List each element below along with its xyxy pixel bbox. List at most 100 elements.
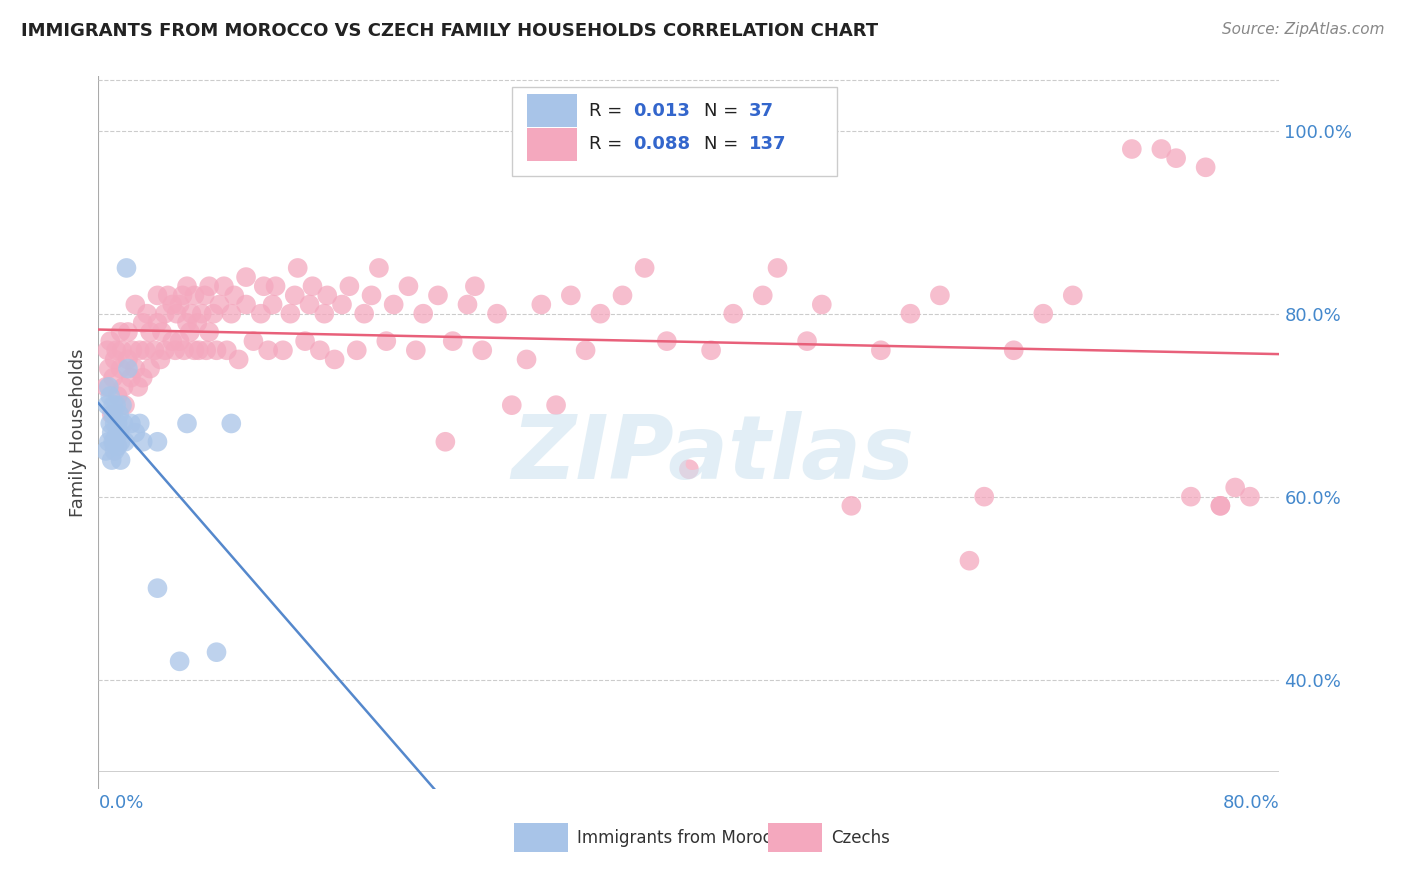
Point [314, 307, 336, 321]
Point [135, 343, 157, 358]
Point [441, 334, 464, 348]
Point [841, 499, 863, 513]
Point [212, 279, 235, 293]
Point [146, 434, 169, 449]
Point [316, 288, 339, 302]
Point [678, 462, 700, 476]
Point [136, 307, 159, 321]
Point [111, 398, 134, 412]
Point [96, 398, 118, 412]
Point [546, 398, 568, 412]
Point [98, 389, 121, 403]
Text: N =: N = [704, 136, 744, 153]
Point [132, 434, 155, 449]
Point [124, 297, 146, 311]
Point [108, 425, 131, 440]
Point [339, 279, 361, 293]
Point [169, 334, 191, 348]
Point [235, 297, 257, 311]
Point [114, 398, 136, 412]
Point [224, 288, 246, 302]
Point [117, 325, 139, 339]
FancyBboxPatch shape [512, 87, 837, 176]
Point [176, 417, 198, 431]
Text: Czechs: Czechs [831, 829, 890, 847]
Point [103, 370, 125, 384]
Point [368, 260, 391, 275]
Point [262, 297, 284, 311]
Point [117, 352, 139, 367]
Point [1225, 481, 1247, 495]
Point [221, 307, 243, 321]
Point [166, 307, 188, 321]
Point [111, 343, 134, 358]
Point [1032, 307, 1054, 321]
Point [105, 398, 128, 412]
Point [110, 361, 132, 376]
Point [172, 288, 194, 302]
Point [107, 439, 129, 453]
Point [464, 279, 486, 293]
Point [103, 434, 125, 449]
Text: 0.0%: 0.0% [98, 794, 143, 812]
Point [346, 343, 368, 358]
FancyBboxPatch shape [768, 823, 823, 852]
Point [516, 352, 538, 367]
Point [180, 307, 202, 321]
Point [187, 343, 209, 358]
Point [98, 334, 121, 348]
Point [97, 361, 120, 376]
Point [575, 343, 598, 358]
Point [301, 279, 323, 293]
Point [179, 325, 201, 339]
Text: R =: R = [589, 102, 627, 120]
Point [100, 453, 122, 467]
Point [139, 361, 162, 376]
FancyBboxPatch shape [527, 128, 576, 161]
Point [124, 361, 146, 376]
Point [195, 343, 218, 358]
Point [153, 343, 176, 358]
Point [294, 334, 316, 348]
Point [810, 297, 832, 311]
Point [900, 307, 922, 321]
Point [298, 297, 321, 311]
Point [194, 288, 217, 302]
Point [202, 307, 225, 321]
Point [723, 307, 745, 321]
Point [264, 279, 287, 293]
Point [1209, 499, 1232, 513]
Point [107, 389, 129, 403]
Point [1195, 161, 1218, 175]
Point [870, 343, 893, 358]
Point [94, 444, 117, 458]
Point [287, 260, 309, 275]
Point [110, 453, 132, 467]
Point [612, 288, 634, 302]
Point [127, 380, 149, 394]
Point [162, 297, 183, 311]
Point [146, 581, 169, 595]
Point [766, 260, 789, 275]
Point [1209, 499, 1232, 513]
FancyBboxPatch shape [527, 95, 576, 128]
Text: 80.0%: 80.0% [1223, 794, 1279, 812]
Point [375, 334, 398, 348]
Point [634, 260, 657, 275]
Point [382, 297, 405, 311]
Point [132, 370, 155, 384]
Point [110, 325, 132, 339]
Point [176, 279, 198, 293]
Point [360, 288, 382, 302]
Point [103, 407, 125, 421]
Point [973, 490, 995, 504]
Point [929, 288, 952, 302]
Point [427, 288, 450, 302]
Point [215, 343, 238, 358]
Text: ZIPatlas: ZIPatlas [510, 410, 914, 498]
Point [434, 434, 457, 449]
Point [221, 417, 243, 431]
Point [655, 334, 678, 348]
Text: 37: 37 [749, 102, 775, 120]
Point [115, 260, 138, 275]
